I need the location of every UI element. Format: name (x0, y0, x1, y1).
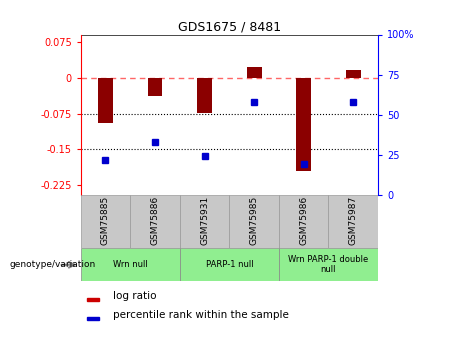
Bar (87, 317, 100, 320)
Text: GSM75985: GSM75985 (249, 196, 259, 245)
Text: Wrn PARP-1 double
null: Wrn PARP-1 double null (288, 255, 369, 275)
Bar (81, 195, 130, 248)
Text: GSM75986: GSM75986 (299, 196, 308, 245)
Text: GSM75931: GSM75931 (200, 196, 209, 245)
Text: Wrn null: Wrn null (113, 260, 148, 269)
Text: PARP-1 null: PARP-1 null (206, 260, 253, 269)
Bar (279, 248, 378, 281)
Bar (346, 70, 361, 78)
Text: log ratio: log ratio (113, 291, 157, 301)
Text: genotype/variation: genotype/variation (9, 260, 95, 269)
Title: GDS1675 / 8481: GDS1675 / 8481 (178, 20, 281, 33)
Bar (197, 78, 212, 112)
Text: GSM75886: GSM75886 (150, 196, 160, 245)
Bar (180, 195, 229, 248)
Bar (130, 195, 180, 248)
Bar (98, 78, 113, 123)
Bar (229, 195, 279, 248)
Bar (279, 195, 328, 248)
Bar (328, 195, 378, 248)
Text: percentile rank within the sample: percentile rank within the sample (113, 310, 289, 320)
Bar (247, 67, 261, 78)
Bar (180, 248, 279, 281)
Bar (81, 248, 180, 281)
Text: GSM75987: GSM75987 (349, 196, 358, 245)
Text: GSM75885: GSM75885 (101, 196, 110, 245)
Bar (296, 78, 311, 171)
Bar (87, 298, 100, 301)
Bar (148, 78, 162, 96)
